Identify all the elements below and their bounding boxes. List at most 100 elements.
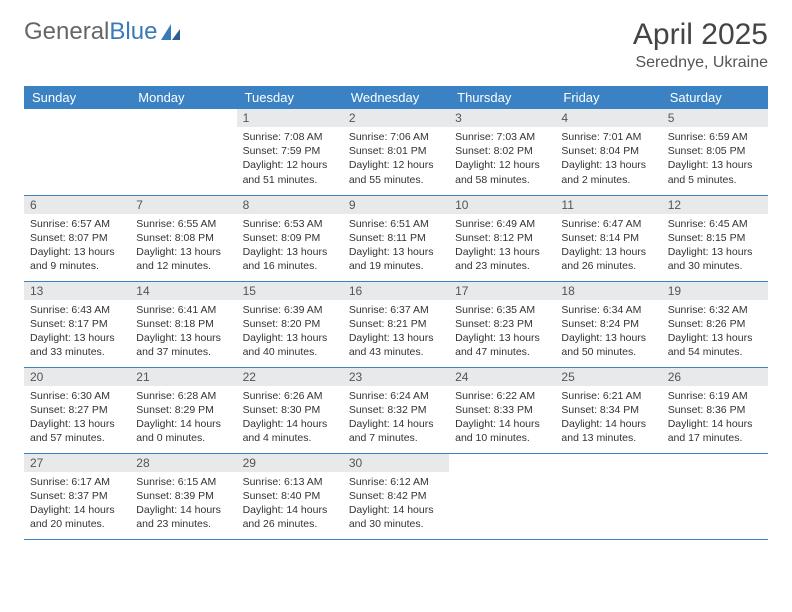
calendar-week-row: 27 Sunrise: 6:17 AMSunset: 8:37 PMDayligh… bbox=[24, 453, 768, 539]
day-number: 21 bbox=[130, 368, 236, 386]
sunrise-line: Sunrise: 6:49 AM bbox=[455, 217, 549, 231]
calendar-empty-cell bbox=[130, 109, 236, 195]
sunset-line: Sunset: 8:23 PM bbox=[455, 317, 549, 331]
day-details: Sunrise: 6:45 AMSunset: 8:15 PMDaylight:… bbox=[662, 214, 768, 278]
day-details: Sunrise: 6:51 AMSunset: 8:11 PMDaylight:… bbox=[343, 214, 449, 278]
calendar-day-cell: 2Sunrise: 7:06 AMSunset: 8:01 PMDaylight… bbox=[343, 109, 449, 195]
daylight-line: Daylight: 13 hours and 2 minutes. bbox=[561, 158, 655, 186]
day-number: 9 bbox=[343, 196, 449, 214]
daylight-line: Daylight: 14 hours and 13 minutes. bbox=[561, 417, 655, 445]
day-details: Sunrise: 6:30 AMSunset: 8:27 PMDaylight:… bbox=[24, 386, 130, 450]
calendar-day-cell: 26Sunrise: 6:19 AMSunset: 8:36 PMDayligh… bbox=[662, 367, 768, 453]
sunrise-line: Sunrise: 6:32 AM bbox=[668, 303, 762, 317]
calendar-day-cell: 14Sunrise: 6:41 AMSunset: 8:18 PMDayligh… bbox=[130, 281, 236, 367]
calendar-day-cell: 13Sunrise: 6:43 AMSunset: 8:17 PMDayligh… bbox=[24, 281, 130, 367]
sunrise-line: Sunrise: 6:21 AM bbox=[561, 389, 655, 403]
day-number: 7 bbox=[130, 196, 236, 214]
calendar-day-cell: 20Sunrise: 6:30 AMSunset: 8:27 PMDayligh… bbox=[24, 367, 130, 453]
daylight-line: Daylight: 13 hours and 33 minutes. bbox=[30, 331, 124, 359]
calendar-week-row: 1Sunrise: 7:08 AMSunset: 7:59 PMDaylight… bbox=[24, 109, 768, 195]
sunrise-line: Sunrise: 6:41 AM bbox=[136, 303, 230, 317]
calendar-day-cell: 9Sunrise: 6:51 AMSunset: 8:11 PMDaylight… bbox=[343, 195, 449, 281]
calendar-day-cell: 15 Sunrise: 6:39 AMSunset: 8:20 PMDayligh… bbox=[237, 281, 343, 367]
day-number: 19 bbox=[662, 282, 768, 300]
day-number: 3 bbox=[449, 109, 555, 127]
day-number: 14 bbox=[130, 282, 236, 300]
sunrise-line: Sunrise: 6:39 AM bbox=[243, 303, 337, 317]
sunset-line: Sunset: 8:36 PM bbox=[668, 403, 762, 417]
day-number: 27 bbox=[24, 454, 130, 472]
calendar-header-row: SundayMondayTuesdayWednesdayThursdayFrid… bbox=[24, 86, 768, 109]
daylight-line: Daylight: 13 hours and 40 minutes. bbox=[243, 331, 337, 359]
sunrise-line: Sunrise: 6:59 AM bbox=[668, 130, 762, 144]
calendar-day-cell: 18Sunrise: 6:34 AMSunset: 8:24 PMDayligh… bbox=[555, 281, 661, 367]
sunrise-line: Sunrise: 6:47 AM bbox=[561, 217, 655, 231]
calendar-day-cell: 1Sunrise: 7:08 AMSunset: 7:59 PMDaylight… bbox=[237, 109, 343, 195]
day-number: 29 bbox=[237, 454, 343, 472]
brand-logo: GeneralBlue bbox=[24, 18, 182, 46]
daylight-line: Daylight: 13 hours and 16 minutes. bbox=[243, 245, 337, 273]
sunset-line: Sunset: 8:17 PM bbox=[30, 317, 124, 331]
day-details: Sunrise: 6:34 AMSunset: 8:24 PMDaylight:… bbox=[555, 300, 661, 364]
daylight-line: Daylight: 13 hours and 5 minutes. bbox=[668, 158, 762, 186]
calendar-week-row: 20Sunrise: 6:30 AMSunset: 8:27 PMDayligh… bbox=[24, 367, 768, 453]
daylight-line: Daylight: 14 hours and 20 minutes. bbox=[30, 503, 124, 531]
daylight-line: Daylight: 13 hours and 12 minutes. bbox=[136, 245, 230, 273]
sunset-line: Sunset: 8:20 PM bbox=[243, 317, 337, 331]
brand-part2: Blue bbox=[109, 18, 157, 46]
brand-sail-icon bbox=[160, 23, 182, 41]
daylight-line: Daylight: 13 hours and 54 minutes. bbox=[668, 331, 762, 359]
weekday-header: Friday bbox=[555, 86, 661, 109]
day-number: 15 bbox=[237, 282, 343, 300]
sunrise-line: Sunrise: 6:55 AM bbox=[136, 217, 230, 231]
sunset-line: Sunset: 8:12 PM bbox=[455, 231, 549, 245]
sunrise-line: Sunrise: 7:06 AM bbox=[349, 130, 443, 144]
calendar-empty-cell bbox=[662, 453, 768, 539]
sunrise-line: Sunrise: 6:15 AM bbox=[136, 475, 230, 489]
calendar-day-cell: 21Sunrise: 6:28 AMSunset: 8:29 PMDayligh… bbox=[130, 367, 236, 453]
sunset-line: Sunset: 8:33 PM bbox=[455, 403, 549, 417]
sunrise-line: Sunrise: 6:53 AM bbox=[243, 217, 337, 231]
sunrise-line: Sunrise: 6:45 AM bbox=[668, 217, 762, 231]
day-number: 25 bbox=[555, 368, 661, 386]
sunrise-line: Sunrise: 7:01 AM bbox=[561, 130, 655, 144]
day-details: Sunrise: 6:57 AMSunset: 8:07 PMDaylight:… bbox=[24, 214, 130, 278]
sunset-line: Sunset: 8:02 PM bbox=[455, 144, 549, 158]
sunrise-line: Sunrise: 6:17 AM bbox=[30, 475, 124, 489]
title-block: April 2025 Serednye, Ukraine bbox=[633, 18, 768, 72]
sunset-line: Sunset: 8:08 PM bbox=[136, 231, 230, 245]
sunrise-line: Sunrise: 7:08 AM bbox=[243, 130, 337, 144]
daylight-line: Daylight: 13 hours and 23 minutes. bbox=[455, 245, 549, 273]
calendar-empty-cell bbox=[555, 453, 661, 539]
daylight-line: Daylight: 14 hours and 4 minutes. bbox=[243, 417, 337, 445]
sunset-line: Sunset: 8:27 PM bbox=[30, 403, 124, 417]
calendar-day-cell: 17Sunrise: 6:35 AMSunset: 8:23 PMDayligh… bbox=[449, 281, 555, 367]
sunset-line: Sunset: 8:37 PM bbox=[30, 489, 124, 503]
day-details: Sunrise: 6:47 AMSunset: 8:14 PMDaylight:… bbox=[555, 214, 661, 278]
calendar-week-row: 13Sunrise: 6:43 AMSunset: 8:17 PMDayligh… bbox=[24, 281, 768, 367]
sunset-line: Sunset: 8:34 PM bbox=[561, 403, 655, 417]
day-details: Sunrise: 6:37 AMSunset: 8:21 PMDaylight:… bbox=[343, 300, 449, 364]
daylight-line: Daylight: 13 hours and 57 minutes. bbox=[30, 417, 124, 445]
daylight-line: Daylight: 13 hours and 9 minutes. bbox=[30, 245, 124, 273]
weekday-header: Saturday bbox=[662, 86, 768, 109]
day-number: 8 bbox=[237, 196, 343, 214]
calendar-day-cell: 27 Sunrise: 6:17 AMSunset: 8:37 PMDayligh… bbox=[24, 453, 130, 539]
day-details: Sunrise: 7:01 AMSunset: 8:04 PMDaylight:… bbox=[555, 127, 661, 191]
calendar-day-cell: 4Sunrise: 7:01 AMSunset: 8:04 PMDaylight… bbox=[555, 109, 661, 195]
sunset-line: Sunset: 8:04 PM bbox=[561, 144, 655, 158]
day-details: Sunrise: 6:28 AMSunset: 8:29 PMDaylight:… bbox=[130, 386, 236, 450]
daylight-line: Daylight: 14 hours and 7 minutes. bbox=[349, 417, 443, 445]
sunset-line: Sunset: 8:40 PM bbox=[243, 489, 337, 503]
location: Serednye, Ukraine bbox=[633, 54, 768, 72]
calendar-day-cell: 12Sunrise: 6:45 AMSunset: 8:15 PMDayligh… bbox=[662, 195, 768, 281]
brand-part1: General bbox=[24, 18, 109, 46]
day-details: Sunrise: 7:06 AMSunset: 8:01 PMDaylight:… bbox=[343, 127, 449, 191]
daylight-line: Daylight: 13 hours and 43 minutes. bbox=[349, 331, 443, 359]
daylight-line: Daylight: 13 hours and 19 minutes. bbox=[349, 245, 443, 273]
daylight-line: Daylight: 12 hours and 55 minutes. bbox=[349, 158, 443, 186]
calendar-empty-cell bbox=[24, 109, 130, 195]
weekday-header: Monday bbox=[130, 86, 236, 109]
day-details: Sunrise: 6:21 AMSunset: 8:34 PMDaylight:… bbox=[555, 386, 661, 450]
calendar-day-cell: 8Sunrise: 6:53 AMSunset: 8:09 PMDaylight… bbox=[237, 195, 343, 281]
